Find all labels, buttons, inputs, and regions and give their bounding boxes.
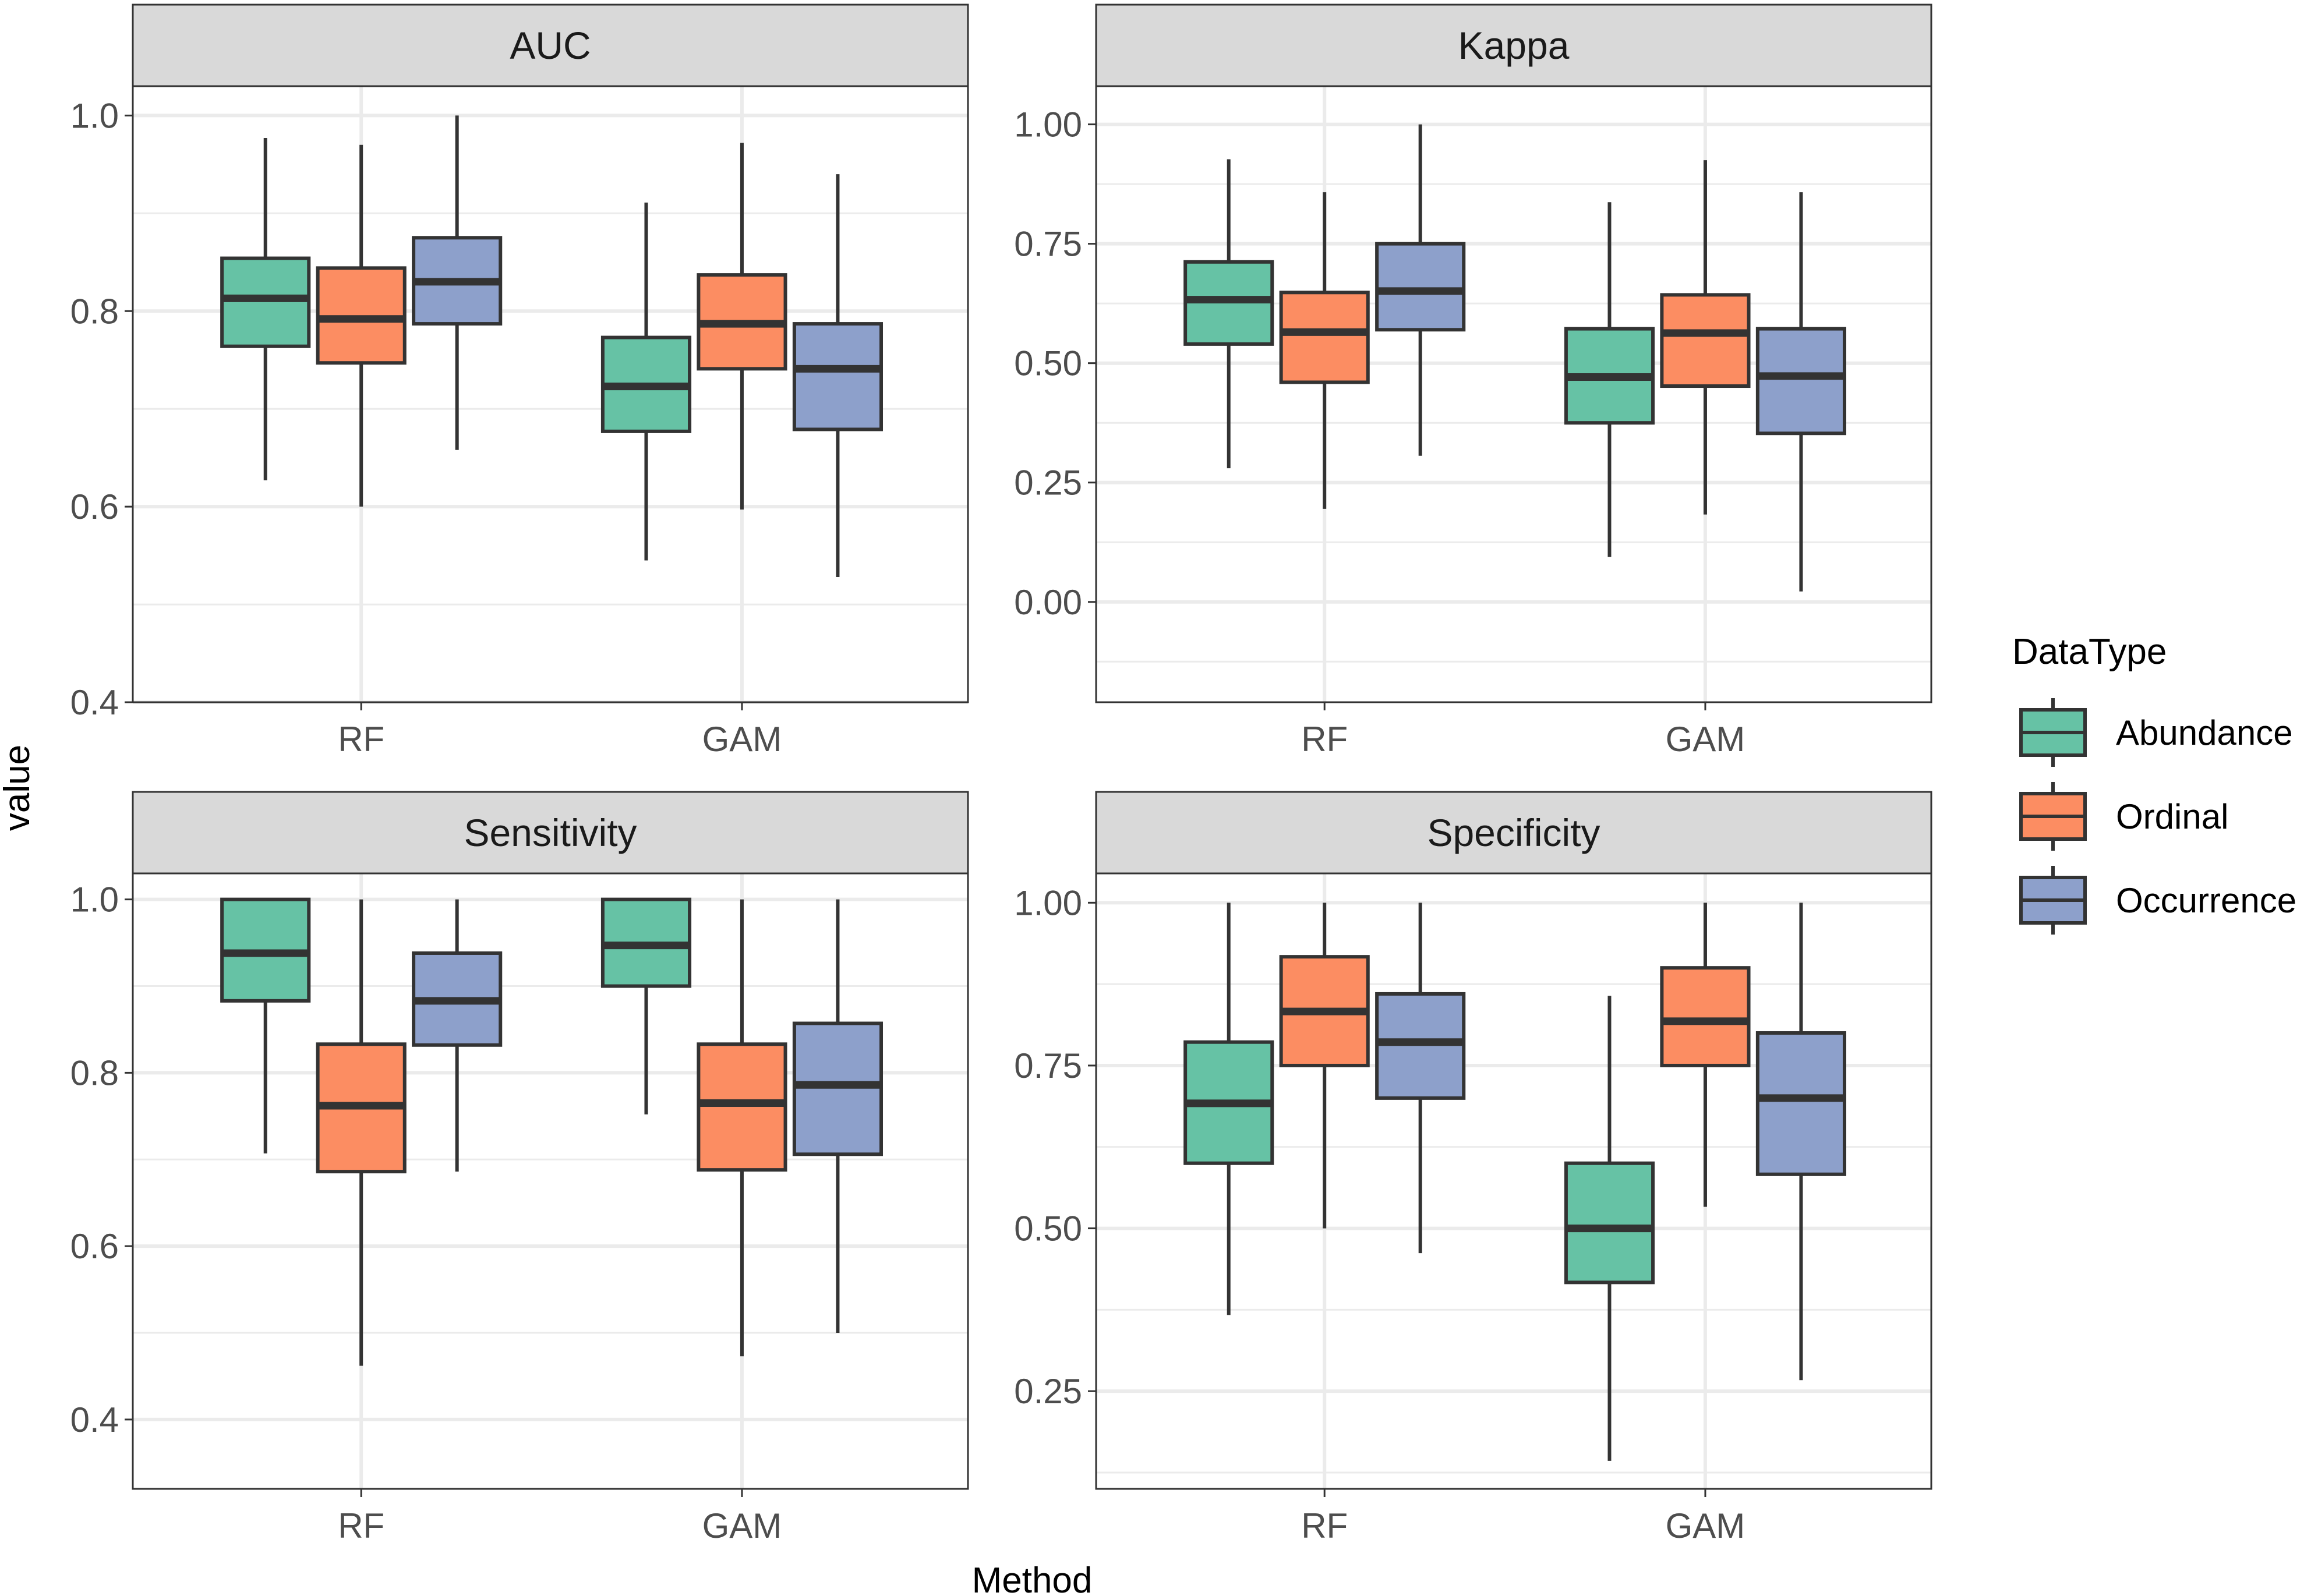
x-tick-label-rf: RF: [1301, 720, 1348, 759]
box-kappa-rf-abundance: [1183, 159, 1274, 469]
box-auc-rf-occurrence: [412, 115, 503, 450]
y-tick-label: 1.00: [1014, 105, 1082, 144]
box-body: [220, 256, 311, 348]
y-tick-label: 0.75: [1014, 225, 1082, 264]
box-specificity-rf-abundance: [1183, 903, 1274, 1315]
x-tick-label-gam: GAM: [702, 720, 782, 759]
x-tick-label-gam: GAM: [1666, 1506, 1745, 1545]
box-kappa-gam-ordinal: [1660, 160, 1751, 515]
panels-layer: AUC 0.4 0.6 0.8 1.0 RF GAM Kappa 0.00 0.25 0.50 0.7…: [70, 3, 1932, 1545]
box-body: [697, 1042, 787, 1172]
box-body: [1755, 1031, 1847, 1176]
legend-title: DataType: [2012, 632, 2167, 672]
box-body: [1660, 293, 1751, 388]
panel-background-specificity: [1096, 873, 1931, 1489]
legend-label-abundance: Abundance: [2116, 713, 2293, 752]
box-sensitivity-gam-abundance: [600, 897, 692, 1114]
box-body: [1375, 242, 1466, 332]
y-tick-label: 0.25: [1014, 463, 1082, 502]
x-tick-label-rf: RF: [1301, 1506, 1348, 1545]
box-body: [1564, 1161, 1655, 1284]
box-kappa-gam-abundance: [1564, 202, 1655, 557]
x-tick-label-gam: GAM: [702, 1506, 782, 1545]
y-tick-label: 0.8: [70, 1053, 119, 1092]
box-auc-rf-abundance: [220, 138, 311, 480]
strip-specificity: [1095, 791, 1932, 875]
box-kappa-rf-ordinal: [1279, 192, 1370, 509]
y-tick-label: 0.00: [1014, 583, 1082, 622]
box-sensitivity-rf-ordinal: [316, 899, 407, 1366]
strip-title-auc: AUC: [510, 24, 591, 67]
box-body: [1279, 291, 1370, 384]
box-specificity-gam-occurrence: [1755, 903, 1847, 1381]
x-tick-label-rf: RF: [338, 1506, 384, 1545]
panel-sensitivity: Sensitivity 0.4 0.6 0.8 1.0 RF GAM: [70, 791, 969, 1545]
legend-label-occurrence: Occurrence: [2116, 881, 2296, 920]
strip-title-kappa: Kappa: [1458, 24, 1570, 67]
strip-auc: [132, 3, 969, 87]
strip-kappa: [1095, 3, 1932, 87]
box-body: [792, 322, 884, 431]
box-auc-gam-abundance: [600, 202, 692, 561]
legend-item-occurrence: Occurrence: [2019, 866, 2296, 935]
y-tick-label: 1.0: [70, 880, 119, 919]
y-tick-label: 0.6: [70, 1227, 119, 1266]
y-tick-label: 0.25: [1014, 1372, 1082, 1411]
box-sensitivity-rf-abundance: [220, 897, 311, 1153]
x-axis-title: Method: [972, 1560, 1093, 1596]
legend-item-ordinal: Ordinal: [2019, 782, 2228, 851]
box-sensitivity-gam-ordinal: [697, 899, 787, 1357]
y-tick-label: 1.0: [70, 96, 119, 135]
box-body: [1660, 966, 1751, 1067]
legend: DataType Abundance Ordinal Occurrence: [2012, 632, 2296, 935]
y-axis-title: value: [0, 745, 37, 831]
strip-sensitivity: [132, 791, 969, 875]
strip-title-sensitivity: Sensitivity: [464, 811, 637, 854]
box-auc-rf-ordinal: [316, 144, 407, 507]
box-auc-gam-ordinal: [697, 143, 787, 510]
y-tick-label: 0.6: [70, 487, 119, 526]
box-kappa-rf-occurrence: [1375, 124, 1466, 456]
box-body: [1375, 992, 1466, 1100]
y-tick-label: 0.50: [1014, 344, 1082, 383]
y-tick-label: 0.50: [1014, 1209, 1082, 1248]
y-tick-label: 0.4: [70, 1400, 119, 1439]
x-tick-label-rf: RF: [338, 720, 384, 759]
y-tick-label: 1.00: [1014, 883, 1082, 922]
box-sensitivity-gam-occurrence: [792, 899, 884, 1333]
legend-label-ordinal: Ordinal: [2116, 797, 2228, 836]
x-tick-label-gam: GAM: [1666, 720, 1745, 759]
box-auc-gam-occurrence: [792, 174, 884, 578]
box-specificity-gam-abundance: [1564, 996, 1655, 1461]
box-sensitivity-rf-occurrence: [412, 899, 503, 1172]
panel-auc: AUC 0.4 0.6 0.8 1.0 RF GAM: [70, 3, 969, 759]
box-specificity-rf-ordinal: [1279, 903, 1370, 1229]
y-tick-label: 0.8: [70, 292, 119, 331]
box-kappa-gam-occurrence: [1755, 192, 1847, 592]
panel-kappa: Kappa 0.00 0.25 0.50 0.75 1.00 RF GAM: [1014, 3, 1932, 759]
box-specificity-rf-occurrence: [1375, 903, 1466, 1254]
box-specificity-gam-ordinal: [1660, 903, 1751, 1207]
strip-title-specificity: Specificity: [1427, 811, 1600, 854]
y-tick-label: 0.4: [70, 683, 119, 722]
y-tick-label: 0.75: [1014, 1046, 1082, 1085]
box-body: [1755, 327, 1847, 436]
panel-specificity: Specificity 0.25 0.50 0.75 1.00 RF GAM: [1014, 791, 1932, 1545]
box-body: [792, 1021, 884, 1156]
legend-item-abundance: Abundance: [2019, 698, 2293, 767]
